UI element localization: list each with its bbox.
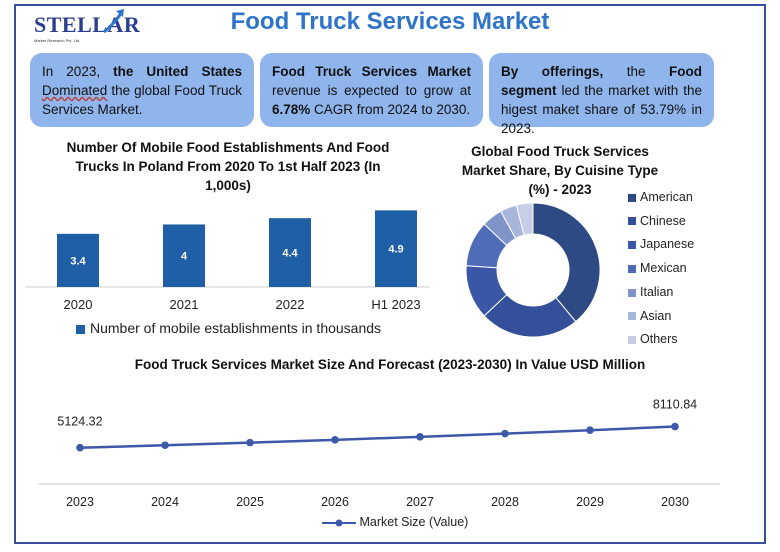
bar: [375, 210, 417, 287]
line-tick-label: 2025: [236, 495, 264, 509]
line-point: [246, 438, 254, 447]
line-legend-label: Market Size (Value): [359, 515, 469, 529]
donut-slice: [532, 202, 601, 323]
bar-chart: 3.4 2020 4 2021 4.4 2022 4.9 H1 2023: [25, 210, 430, 312]
pie-chart-title: Global Food Truck Services Market Share,…: [461, 144, 659, 197]
line-tick-label: 2029: [576, 495, 604, 509]
line-data-label-first: 5124.32: [57, 415, 102, 429]
pie-legend-item: Chinese: [628, 214, 686, 228]
series-line: [79, 425, 676, 449]
pie-legend-swatch: [628, 217, 636, 226]
page-title: Food Truck Services Market: [230, 8, 550, 35]
pie-legend-swatch: [628, 241, 636, 250]
bar-legend-swatch: [76, 324, 85, 334]
bar-tick-label: 2022: [276, 297, 305, 312]
pie-legend-label: Others: [640, 332, 678, 347]
bar-chart-title: Number Of Mobile Food Establishments And…: [66, 140, 390, 193]
pie-legend-label: American: [640, 190, 693, 204]
insight-box-cagr: Food Truck Services Market revenue is ex…: [260, 53, 483, 127]
line-chart: 2023 2024 2025 2026 2027 2028 2029 2030 5124.32 8…: [38, 398, 720, 509]
bar-tick-label: 2021: [170, 297, 199, 312]
line-tick-label: 2028: [491, 495, 519, 509]
line-legend-marker-icon: [322, 519, 356, 527]
bar-tick-label: H1 2023: [371, 297, 420, 312]
line-point: [586, 426, 594, 434]
line-tick-label: 2024: [151, 495, 179, 509]
line-data-label-last: 8110.84: [653, 398, 697, 412]
line-tick-label: 2023: [66, 495, 94, 509]
bar: [269, 218, 311, 287]
pie-legend-label: Italian: [640, 284, 674, 299]
line-tick-label: 2027: [406, 495, 434, 509]
bar: [163, 224, 205, 287]
pie-legend-item: American: [628, 190, 693, 204]
pie-legend-item: Mexican: [628, 261, 687, 275]
insight-box-us: In 2023, the United States Dominated the…: [30, 53, 254, 127]
bar-data-label: 4: [181, 251, 188, 263]
line-point: [161, 441, 169, 450]
pie-legend-item: Japanese: [628, 237, 694, 251]
pie-legend-item: Asian: [628, 309, 671, 323]
line-point: [501, 429, 509, 438]
bar-data-label: 3.4: [70, 255, 86, 267]
donut-slice: [515, 202, 534, 236]
bar: [57, 233, 99, 287]
line-point: [76, 443, 84, 452]
bar-legend-label: Number of mobile establishments in thous…: [90, 320, 382, 336]
pie-legend-swatch: [628, 288, 636, 297]
pie-legend-item: Others: [628, 332, 678, 346]
line-point: [671, 422, 679, 431]
line-chart-legend: Market Size (Value): [322, 515, 468, 529]
line-point: [416, 433, 424, 441]
logo-subtext: Market Research Pvt. Ltd.: [34, 38, 81, 43]
logo-arrow-icon: [103, 9, 124, 34]
pie-legend-swatch: [628, 312, 636, 321]
bar-chart-legend: Number of mobile establishments in thous…: [76, 320, 381, 336]
pie-legend-item: Italian: [628, 285, 673, 299]
bar-data-label: 4.9: [388, 244, 403, 256]
line-point: [331, 436, 339, 444]
bar-data-label: 4.4: [282, 248, 298, 260]
line-tick-label: 2026: [321, 495, 349, 509]
stellar-logo: STELLAR Market Research Pvt. Ltd.: [30, 9, 140, 50]
line-chart-title: Food Truck Services Market Size And Fore…: [134, 357, 646, 372]
pie-legend-label: Asian: [640, 308, 672, 323]
bar-tick-label: 2020: [64, 297, 93, 312]
insight-box-offerings: By offerings, the Food segment led the m…: [489, 53, 714, 136]
pie-legend-label: Mexican: [640, 261, 687, 276]
pie-legend-label: Japanese: [640, 237, 695, 252]
pie-legend-swatch: [628, 193, 636, 202]
pie-legend-swatch: [628, 335, 636, 344]
pie-legend-label: Chinese: [640, 213, 686, 228]
infographic-frame: [14, 4, 766, 544]
donut-chart: [465, 202, 601, 338]
pie-legend-swatch: [628, 264, 636, 273]
line-tick-label: 2030: [661, 495, 689, 509]
